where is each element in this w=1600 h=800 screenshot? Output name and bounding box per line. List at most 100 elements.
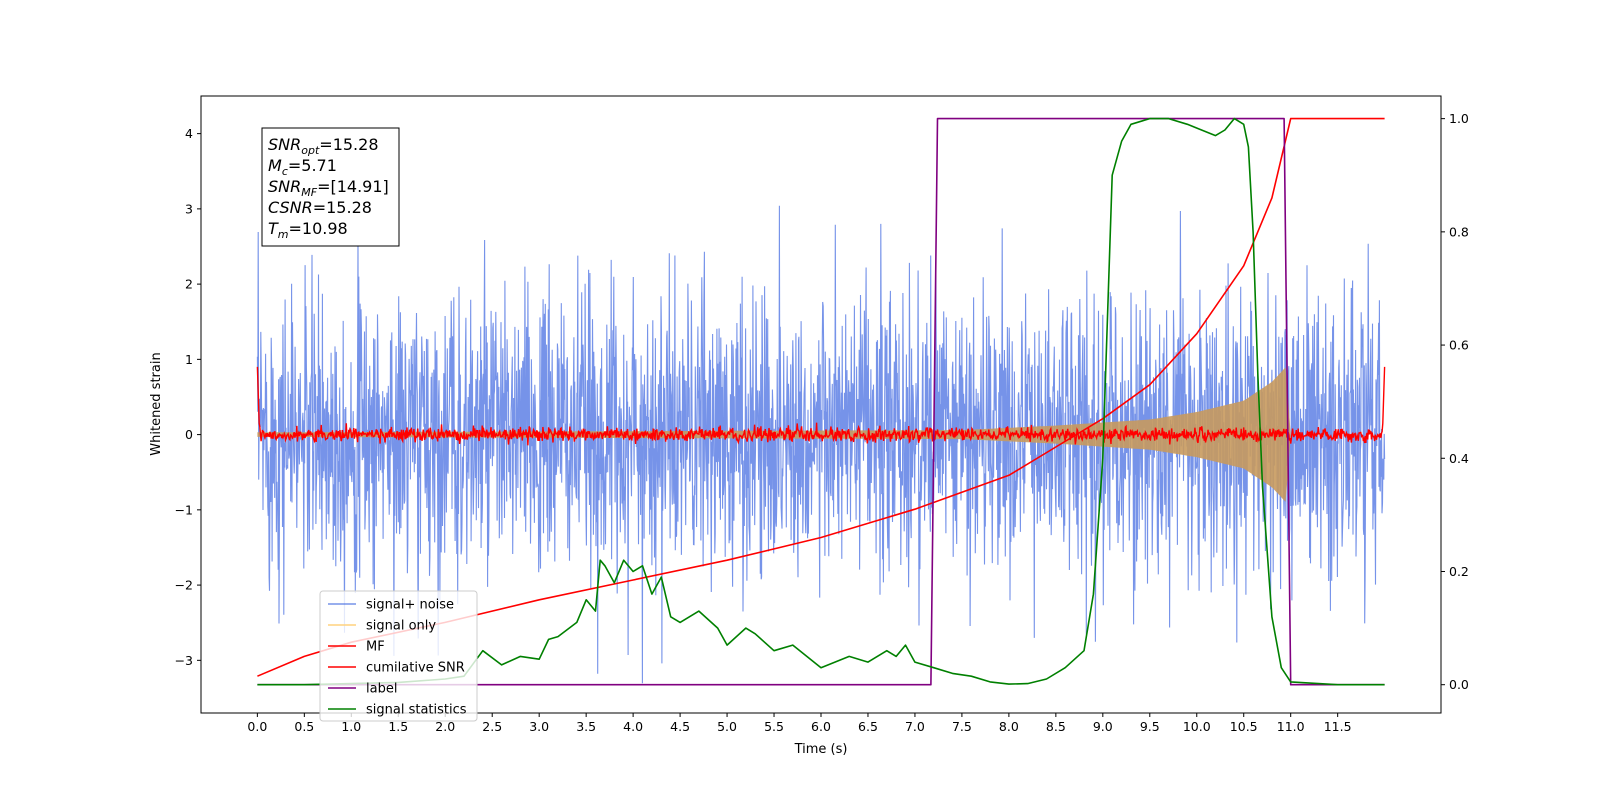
x-tick: 11.0 bbox=[1277, 713, 1305, 734]
x-tick-label: 1.0 bbox=[341, 719, 361, 734]
legend-item: label bbox=[328, 682, 397, 697]
y-left-tick: −3 bbox=[175, 653, 201, 668]
y-left-tick: 2 bbox=[185, 277, 201, 292]
x-tick: 7.5 bbox=[952, 713, 972, 734]
annotation-box: SNRopt=15.28Mc=5.71SNRMF=[14.91]CSNR=15.… bbox=[261, 127, 400, 247]
y-axis-left-ticks: −3 −2 −1 0 1 2 3 4 bbox=[175, 126, 201, 668]
x-tick-label: 3.0 bbox=[529, 719, 549, 734]
x-tick-label: 4.5 bbox=[670, 719, 690, 734]
legend-label: label bbox=[366, 682, 397, 697]
annotation-line: CSNR=15.28 bbox=[268, 198, 372, 217]
x-tick: 6.5 bbox=[858, 713, 878, 734]
legend-item: signal only bbox=[328, 619, 436, 634]
x-tick-label: 6.5 bbox=[858, 719, 878, 734]
y-right-tick: 0.0 bbox=[1441, 677, 1469, 692]
x-tick-label: 4.0 bbox=[623, 719, 643, 734]
y-right-tick-label: 0.8 bbox=[1449, 224, 1469, 239]
y-left-tick-label: 3 bbox=[185, 201, 193, 216]
annotation-line: SNRMF=[14.91] bbox=[268, 177, 389, 199]
legend-label: signal only bbox=[366, 619, 436, 634]
x-tick-label: 2.5 bbox=[482, 719, 502, 734]
x-tick: 7.0 bbox=[905, 713, 925, 734]
x-tick: 10.5 bbox=[1230, 713, 1258, 734]
y-left-tick-label: 2 bbox=[185, 277, 193, 292]
legend-label: signal+ noise bbox=[366, 598, 454, 613]
x-tick: 10.0 bbox=[1183, 713, 1211, 734]
x-tick: 4.5 bbox=[670, 713, 690, 734]
legend-label: cumilative SNR bbox=[366, 661, 465, 676]
legend-item: cumilative SNR bbox=[328, 661, 465, 676]
x-tick-label: 10.0 bbox=[1183, 719, 1211, 734]
x-tick-label: 1.5 bbox=[388, 719, 408, 734]
x-tick-label: 2.0 bbox=[435, 719, 455, 734]
y-right-tick: 0.8 bbox=[1441, 224, 1469, 239]
x-tick: 8.0 bbox=[999, 713, 1019, 734]
y-left-tick: 3 bbox=[185, 201, 201, 216]
y-left-tick-label: 4 bbox=[185, 126, 193, 141]
x-tick: 11.5 bbox=[1324, 713, 1352, 734]
x-tick-label: 7.0 bbox=[905, 719, 925, 734]
x-tick-label: 3.5 bbox=[576, 719, 596, 734]
x-tick-label: 8.0 bbox=[999, 719, 1019, 734]
x-tick: 9.5 bbox=[1140, 713, 1160, 734]
x-tick: 3.5 bbox=[576, 713, 596, 734]
label-series bbox=[257, 117, 1385, 686]
x-tick-label: 7.5 bbox=[952, 719, 972, 734]
y-right-tick: 0.6 bbox=[1441, 338, 1469, 353]
y-right-tick: 1.0 bbox=[1441, 111, 1469, 126]
y-right-tick-label: 0.4 bbox=[1449, 451, 1469, 466]
y-left-tick-label: −1 bbox=[175, 502, 193, 517]
signal-statistics-series bbox=[257, 117, 1385, 686]
label-line bbox=[257, 117, 1385, 686]
x-tick-label: 0.0 bbox=[247, 719, 267, 734]
legend-item: MF bbox=[328, 640, 385, 655]
legend: signal+ noise signal only MF cumilative SNR… bbox=[319, 590, 478, 722]
signal-plus-noise-series bbox=[256, 205, 1386, 684]
y-axis-right-ticks: 0.0 0.2 0.4 0.6 0.8 1.0 bbox=[1441, 111, 1469, 692]
y-right-tick-label: 1.0 bbox=[1449, 111, 1469, 126]
signal-plus-noise-line bbox=[256, 205, 1386, 684]
x-tick-label: 5.5 bbox=[764, 719, 784, 734]
x-tick-label: 5.0 bbox=[717, 719, 737, 734]
y-right-tick-label: 0.0 bbox=[1449, 677, 1469, 692]
x-tick: 0.0 bbox=[247, 713, 267, 734]
y-right-tick: 0.4 bbox=[1441, 451, 1469, 466]
annotation-line: Tm=10.98 bbox=[268, 219, 348, 241]
x-tick: 5.0 bbox=[717, 713, 737, 734]
legend-label: signal statistics bbox=[366, 703, 467, 718]
annotation-line: Mc=5.71 bbox=[268, 156, 337, 178]
x-tick-label: 8.5 bbox=[1046, 719, 1066, 734]
y-axis-left-label: Whitened strain bbox=[149, 352, 164, 455]
y-left-tick-label: 1 bbox=[185, 352, 193, 367]
x-tick: 6.0 bbox=[811, 713, 831, 734]
y-left-tick-label: −2 bbox=[175, 578, 193, 593]
y-left-tick: −2 bbox=[175, 578, 201, 593]
y-left-tick: 4 bbox=[185, 126, 201, 141]
legend-item: signal statistics bbox=[328, 703, 467, 718]
legend-item: signal+ noise bbox=[328, 598, 454, 613]
x-tick: 3.0 bbox=[529, 713, 549, 734]
x-tick-label: 11.5 bbox=[1324, 719, 1352, 734]
x-tick-label: 9.0 bbox=[1093, 719, 1113, 734]
x-tick: 9.0 bbox=[1093, 713, 1113, 734]
x-tick-label: 6.0 bbox=[811, 719, 831, 734]
y-left-tick: −1 bbox=[175, 502, 201, 517]
x-tick-label: 9.5 bbox=[1140, 719, 1160, 734]
y-right-tick: 0.2 bbox=[1441, 564, 1469, 579]
x-tick: 2.5 bbox=[482, 713, 502, 734]
y-left-tick-label: −3 bbox=[175, 653, 193, 668]
y-right-tick-label: 0.6 bbox=[1449, 338, 1469, 353]
y-left-tick-label: 0 bbox=[185, 427, 193, 442]
x-tick: 8.5 bbox=[1046, 713, 1066, 734]
x-tick-label: 0.5 bbox=[294, 719, 314, 734]
x-tick: 4.0 bbox=[623, 713, 643, 734]
x-tick-label: 11.0 bbox=[1277, 719, 1305, 734]
y-left-tick: 1 bbox=[185, 352, 201, 367]
mf-line bbox=[256, 366, 1386, 446]
x-axis-label: Time (s) bbox=[794, 742, 848, 757]
legend-label: MF bbox=[366, 640, 385, 655]
x-tick-label: 10.5 bbox=[1230, 719, 1258, 734]
signal-statistics-line bbox=[257, 117, 1385, 686]
x-tick: 5.5 bbox=[764, 713, 784, 734]
